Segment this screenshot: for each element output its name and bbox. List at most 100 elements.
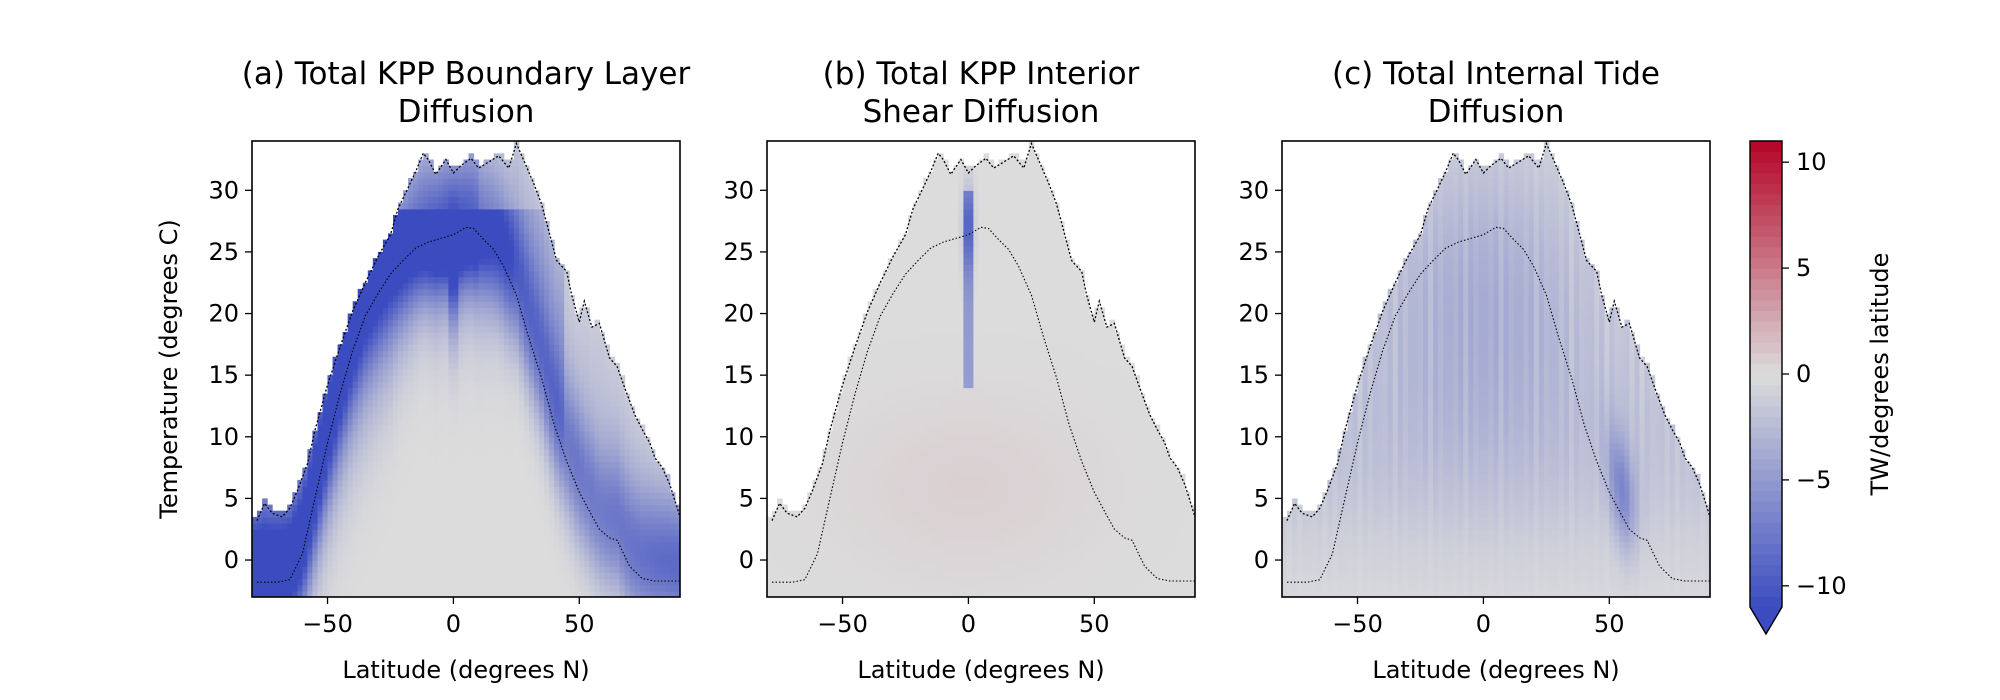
heatmap-cell <box>327 449 334 456</box>
heatmap-cell <box>675 523 680 530</box>
heatmap-cell <box>433 307 439 315</box>
heatmap-cell <box>523 295 530 302</box>
heatmap-cell <box>584 473 590 481</box>
heatmap-cell <box>523 184 530 191</box>
heatmap-cell <box>352 375 359 382</box>
heatmap-cell <box>508 362 515 370</box>
heatmap-cell <box>523 239 530 247</box>
heatmap-cell <box>579 473 585 481</box>
heatmap-cell <box>408 553 414 561</box>
heatmap-cell <box>892 344 899 352</box>
heatmap-cell <box>508 584 515 592</box>
heatmap-cell <box>892 307 899 315</box>
heatmap-cell <box>539 369 545 376</box>
heatmap-cell <box>518 510 525 518</box>
heatmap-cell <box>398 307 404 315</box>
heatmap-cell <box>827 510 833 518</box>
heatmap-cell <box>802 529 808 536</box>
heatmap-cell <box>887 301 894 308</box>
heatmap-cell <box>453 406 459 413</box>
heatmap-cell <box>372 369 379 376</box>
heatmap-cell <box>393 473 399 481</box>
heatmap-cell <box>644 547 651 555</box>
heatmap-cell <box>634 479 641 487</box>
heatmap-cell <box>599 418 605 426</box>
heatmap-cell <box>897 498 904 506</box>
heatmap-cell <box>468 461 475 469</box>
heatmap-cell <box>767 566 773 573</box>
heatmap-cell <box>897 418 904 426</box>
heatmap-cell <box>827 449 833 456</box>
heatmap-cell <box>579 566 585 573</box>
heatmap-cell <box>367 535 374 543</box>
heatmap-cell <box>352 510 359 518</box>
heatmap-cell <box>418 190 424 198</box>
heatmap-cell <box>664 553 671 561</box>
heatmap-cell <box>837 523 844 530</box>
heatmap-cell <box>544 498 550 506</box>
heatmap-cell <box>518 295 525 302</box>
heatmap-cell <box>518 442 525 450</box>
heatmap-cell <box>503 387 510 395</box>
heatmap-cell <box>463 479 470 487</box>
heatmap-cell <box>554 393 560 401</box>
heatmap-cell <box>877 356 884 364</box>
heatmap-cell <box>393 295 399 302</box>
heatmap-cell <box>877 516 884 524</box>
heatmap-cell <box>428 473 434 481</box>
heatmap-cell <box>513 178 520 185</box>
heatmap-cell <box>847 492 854 499</box>
heatmap-cell <box>564 307 570 315</box>
heatmap-cell <box>413 479 419 487</box>
heatmap-cell <box>867 467 874 475</box>
heatmap-cell <box>468 498 475 506</box>
heatmap-cell <box>468 178 475 185</box>
heatmap-cell <box>609 455 616 463</box>
heatmap-cell <box>408 356 414 364</box>
heatmap-cell <box>513 165 520 173</box>
heatmap-cell <box>594 332 600 339</box>
heatmap-cell <box>372 516 379 524</box>
heatmap-cell <box>398 369 404 376</box>
heatmap-cell <box>377 270 384 278</box>
heatmap-cell <box>887 510 894 518</box>
heatmap-cell <box>903 504 909 512</box>
heatmap-cell <box>393 461 399 469</box>
heatmap-cell <box>528 442 535 450</box>
heatmap-cell <box>448 251 454 259</box>
heatmap-cell <box>589 424 595 432</box>
heatmap-cell <box>372 264 379 271</box>
heatmap-cell <box>807 516 813 524</box>
heatmap-cell <box>614 387 621 395</box>
heatmap-cell <box>428 332 434 339</box>
heatmap-cell <box>443 541 449 549</box>
heatmap-cell <box>493 233 500 241</box>
heatmap-cell <box>443 159 449 167</box>
heatmap-cell <box>403 202 409 210</box>
heatmap-cell <box>473 288 480 296</box>
heatmap-cell <box>549 264 555 271</box>
heatmap-cell <box>528 362 535 370</box>
heatmap-cell <box>398 245 404 253</box>
heatmap-cell <box>317 455 324 463</box>
heatmap-cell <box>544 430 550 438</box>
heatmap-cell <box>377 553 384 561</box>
heatmap-cell <box>443 393 449 401</box>
heatmap-cell <box>534 233 540 241</box>
heatmap-cell <box>539 553 545 561</box>
heatmap-cell <box>528 535 535 543</box>
heatmap-cell <box>787 590 793 597</box>
heatmap-cell <box>403 196 409 204</box>
heatmap-cell <box>559 578 565 586</box>
heatmap-cell <box>433 362 439 370</box>
heatmap-cell <box>398 350 404 358</box>
heatmap-cell <box>393 590 399 597</box>
heatmap-cell <box>352 498 359 506</box>
heatmap-cell <box>357 479 364 487</box>
heatmap-cell <box>604 535 611 543</box>
heatmap-cell <box>252 578 258 586</box>
heatmap-cell <box>523 510 530 518</box>
heatmap-cell <box>659 479 666 487</box>
heatmap-cell <box>423 362 429 370</box>
heatmap-cell <box>797 553 803 561</box>
